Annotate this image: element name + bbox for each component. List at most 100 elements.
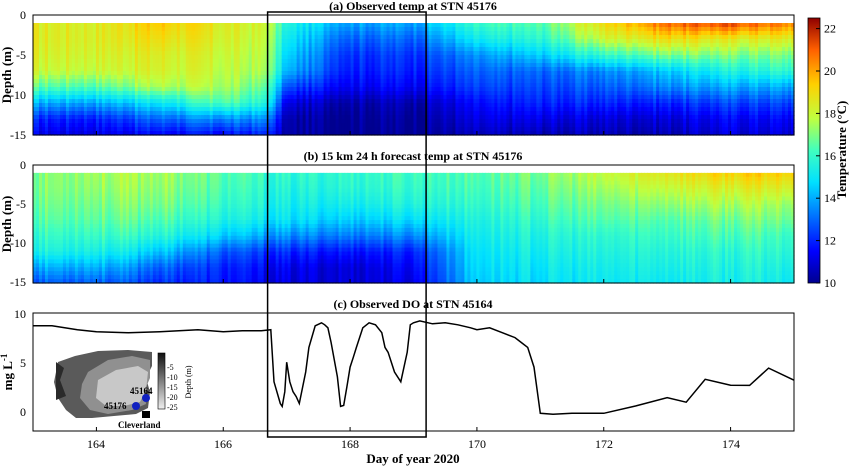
panel-a-cell: [326, 95, 331, 100]
panel-a-cell: [242, 55, 247, 60]
panel-a-cell: [389, 119, 394, 124]
panel-a-cell: [185, 79, 190, 84]
panel-a-cell: [47, 47, 52, 52]
panel-a-cell: [125, 103, 130, 108]
panel-a-cell: [65, 39, 70, 44]
panel-a-cell: [77, 47, 82, 52]
panel-a-cell: [224, 107, 229, 112]
panel-a-cell: [383, 119, 388, 124]
panel-a-cell: [182, 35, 187, 40]
panel-a-cell: [44, 51, 49, 56]
panel-a-cell: [233, 67, 238, 72]
panel-a-cell: [404, 127, 409, 132]
panel-a-cell: [404, 31, 409, 36]
panel-a-cell: [218, 79, 223, 84]
panel-a-cell: [98, 71, 103, 76]
panel-a-cell: [287, 111, 292, 116]
panel-a-cell: [116, 35, 121, 40]
panel-a-cell: [74, 59, 79, 64]
panel-a-cell: [290, 87, 295, 92]
panel-a-cell: [257, 79, 262, 84]
panel-a-cell: [65, 43, 70, 48]
panel-a-cell: [71, 63, 76, 68]
panel-a-cell: [119, 71, 124, 76]
panel-a-cell: [365, 87, 370, 92]
panel-a-cell: [299, 95, 304, 100]
panel-a-cell: [383, 131, 388, 136]
panel-a-cell: [347, 43, 352, 48]
panel-a-cell: [95, 51, 100, 56]
panel-a-cell: [104, 59, 109, 64]
panel-a-cell: [188, 79, 193, 84]
panel-a-cell: [152, 115, 157, 120]
panel-a-cell: [287, 119, 292, 124]
panel-a-cell: [122, 43, 127, 48]
panel-a-cell: [392, 95, 397, 100]
panel-a-cell: [149, 107, 154, 112]
panel-a-cell: [242, 123, 247, 128]
panel-a-cell: [131, 59, 136, 64]
panel-a-cell: [401, 55, 406, 60]
panel-a-cell: [329, 115, 334, 120]
panel-a-cell: [104, 43, 109, 48]
panel-a-cell: [89, 123, 94, 128]
panel-a-cell: [245, 115, 250, 120]
panel-a-cell: [83, 31, 88, 36]
panel-a-cell: [332, 119, 337, 124]
panel-a-cell: [416, 115, 421, 120]
panel-a-cell: [38, 23, 43, 28]
panel-a-cell: [392, 91, 397, 96]
panel-a-cell: [143, 95, 148, 100]
panel-a-cell: [305, 51, 310, 56]
panel-a-cell: [266, 63, 271, 68]
panel-a-cell: [209, 79, 214, 84]
panel-a-cell: [182, 107, 187, 112]
panel-a-cell: [143, 99, 148, 104]
panel-a-cell: [101, 91, 106, 96]
panel-a-cell: [221, 47, 226, 52]
panel-a-cell: [59, 123, 64, 128]
panel-a-cell: [140, 75, 145, 80]
panel-a-cell: [155, 103, 160, 108]
panel-a-cell: [125, 71, 130, 76]
panel-a-cell: [284, 99, 289, 104]
panel-a-cell: [89, 95, 94, 100]
panel-a-cell: [164, 23, 169, 28]
panel-a-cell: [158, 95, 163, 100]
panel-a-cell: [176, 107, 181, 112]
panel-a-cell: [311, 119, 316, 124]
panel-a-cell: [308, 55, 313, 60]
panel-a-cell: [317, 115, 322, 120]
panel-a-cell: [125, 23, 130, 28]
panel-a-cell: [164, 59, 169, 64]
panel-a-cell: [374, 23, 379, 28]
panel-a-cell: [308, 119, 313, 124]
panel-a-cell: [254, 31, 259, 36]
panel-a-cell: [137, 87, 142, 92]
panel-a-cell: [80, 131, 85, 136]
panel-a-cell: [62, 87, 67, 92]
panel-a-cell: [68, 95, 73, 100]
panel-a-cell: [323, 103, 328, 108]
panel-a-cell: [197, 123, 202, 128]
panel-a-cell: [263, 35, 268, 40]
panel-a-cell: [104, 111, 109, 116]
panel-a-cell: [86, 107, 91, 112]
panel-a-cell: [197, 43, 202, 48]
panel-a-cell: [251, 27, 256, 32]
panel-a-cell: [173, 59, 178, 64]
panel-a-cell: [272, 107, 277, 112]
panel-a-cell: [269, 127, 274, 132]
panel-a-cell: [182, 95, 187, 100]
panel-a-cell: [335, 123, 340, 128]
panel-a-cell: [92, 23, 97, 28]
panel-a-cell: [281, 131, 286, 136]
panel-a-cell: [65, 67, 70, 72]
panel-a-cell: [377, 27, 382, 32]
panel-a-cell: [305, 91, 310, 96]
panel-a-cell: [254, 87, 259, 92]
panel-a-cell: [245, 35, 250, 40]
panel-a-cell: [167, 83, 172, 88]
panel-a-cell: [86, 115, 91, 120]
panel-a-cell: [41, 63, 46, 68]
